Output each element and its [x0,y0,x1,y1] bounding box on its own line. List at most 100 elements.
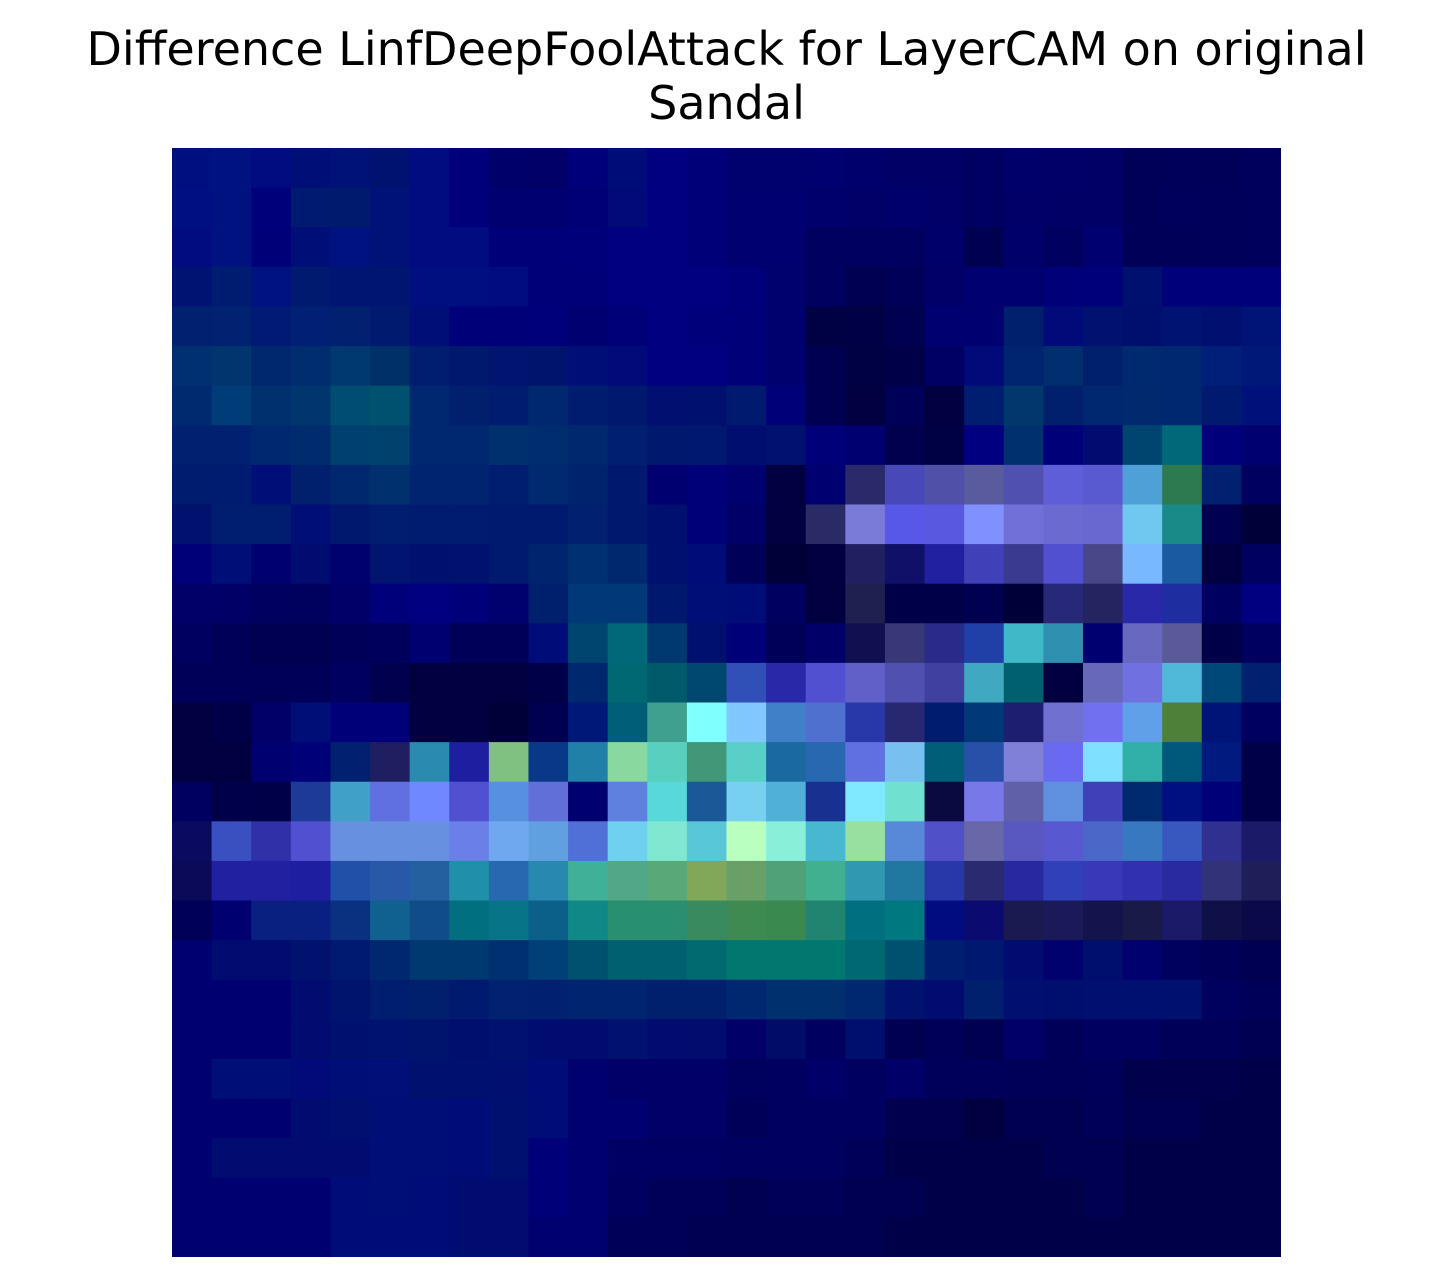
heatmap-cell [726,662,767,704]
heatmap-cell [686,1019,728,1060]
heatmap-cell [370,227,411,268]
heatmap-cell [370,781,411,822]
heatmap-cell [607,662,648,704]
heatmap-cell [1162,306,1203,347]
heatmap-cell [1241,623,1281,664]
heatmap-cell [1241,1177,1281,1218]
heatmap-cell [1003,1138,1044,1179]
heatmap-cell [845,385,886,426]
heatmap-cell [1241,425,1281,466]
heatmap-cell [251,1217,292,1257]
heatmap-cell [924,860,965,902]
heatmap-cell [726,821,767,862]
heatmap-cell [1003,306,1044,347]
heatmap-cell [766,821,807,862]
heatmap-cell [1082,860,1124,902]
heatmap-cell [488,1177,530,1218]
heatmap-cell [211,1098,252,1139]
heatmap-cell [1201,346,1242,387]
heatmap-cell [805,148,846,189]
heatmap-cell [449,1058,490,1100]
heatmap-cell [528,464,569,506]
heatmap-cell [370,266,411,308]
heatmap-cell [568,821,609,862]
heatmap-cell [647,702,688,743]
heatmap-cell [330,227,371,268]
heatmap-cell [449,1217,490,1257]
heatmap-cell [449,266,490,308]
heatmap-cell [964,266,1005,308]
heatmap-cell [647,860,688,902]
heatmap-cell [330,979,371,1020]
heatmap-cell [370,742,411,783]
heatmap-cell [488,266,530,308]
heatmap-cell [449,940,490,981]
heatmap-cell [1082,742,1124,783]
heatmap-cell [568,623,609,664]
heatmap-cell [330,504,371,545]
heatmap-cell [290,1098,332,1139]
heatmap-cell [488,781,530,822]
heatmap-cell [330,1217,371,1257]
heatmap-cell [766,306,807,347]
heatmap-cell [1082,623,1124,664]
heatmap-cell [845,781,886,822]
heatmap-cell [845,860,886,902]
heatmap-cell [370,385,411,426]
heatmap-cell [488,1098,530,1139]
chart-title-line-1: Difference LinfDeepFoolAttack for LayerC… [86,22,1367,76]
heatmap-cell [607,266,648,308]
heatmap-cell [647,623,688,664]
heatmap-cell [1201,504,1242,545]
heatmap-cell [964,425,1005,466]
heatmap-cell [1003,821,1044,862]
heatmap-cell [1241,979,1281,1020]
heatmap-cell [528,1019,569,1060]
heatmap-cell [1201,1138,1242,1179]
heatmap-cell [568,425,609,466]
heatmap-cell [726,544,767,585]
heatmap-cell [1162,346,1203,387]
heatmap-cell [1162,742,1203,783]
heatmap-cell [1122,425,1163,466]
heatmap-cell [1241,1217,1281,1257]
heatmap-cell [488,821,530,862]
heatmap-cell [845,1058,886,1100]
heatmap-cell [686,583,728,624]
heatmap-cell [528,702,569,743]
heatmap-cell [647,940,688,981]
heatmap-cell [805,346,846,387]
heatmap-cell [686,1138,728,1179]
heatmap-cell [409,227,450,268]
heatmap-cell [845,544,886,585]
heatmap-cell [251,900,292,941]
heatmap-cell [290,227,332,268]
heatmap-cell [211,425,252,466]
heatmap-cell [290,1177,332,1218]
heatmap-cell [1003,266,1044,308]
heatmap-cell [1201,940,1242,981]
heatmap-cell [766,1058,807,1100]
heatmap-cell [964,187,1005,228]
heatmap-cell [686,662,728,704]
heatmap-cell [449,821,490,862]
heatmap-cell [172,900,213,941]
heatmap-cell [924,900,965,941]
heatmap-cell [647,306,688,347]
heatmap-cell [964,544,1005,585]
heatmap-cell [370,1177,411,1218]
heatmap-cell [766,504,807,545]
heatmap-cell [1003,464,1044,506]
heatmap-cell [845,979,886,1020]
heatmap-cell [1082,1217,1124,1257]
heatmap-cell [1122,266,1163,308]
heatmap-cell [1043,1138,1084,1179]
heatmap-cell [1241,266,1281,308]
heatmap-cell [1043,1098,1084,1139]
heatmap-cell [607,306,648,347]
heatmap-cell [568,464,609,506]
heatmap-cell [1082,464,1124,506]
heatmap-cell [172,1019,213,1060]
heatmap-cell [845,346,886,387]
heatmap-cell [1043,860,1084,902]
